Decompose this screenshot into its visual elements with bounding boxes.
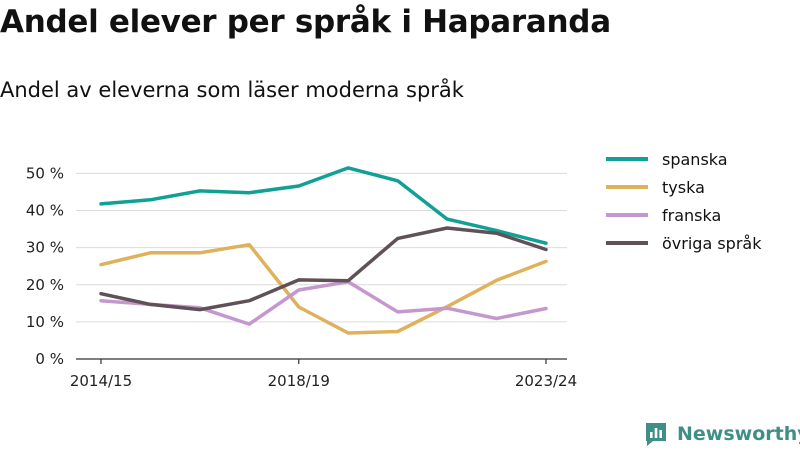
chart-subtitle: Andel av eleverna som läser moderna språ…: [0, 78, 464, 102]
y-tick-label: 30 %: [26, 239, 64, 257]
series-line-3: [99, 226, 548, 312]
x-tick-label: 2018/19: [268, 372, 330, 390]
y-tick-label: 50 %: [26, 164, 64, 182]
brand-name: Newsworthy: [677, 423, 800, 445]
y-tick-label: 10 %: [26, 313, 64, 331]
legend-label: franska: [662, 206, 721, 225]
y-tick-label: 20 %: [26, 276, 64, 294]
y-tick-label: 40 %: [26, 202, 64, 220]
newsworthy-logo-icon: [646, 423, 666, 446]
series-line-1: [99, 242, 548, 335]
legend-label: tyska: [662, 178, 705, 197]
x-tick-label: 2023/24: [515, 372, 577, 390]
x-tick-label: 2014/15: [70, 372, 132, 390]
legend-label: spanska: [662, 150, 728, 169]
legend-label: övriga språk: [662, 234, 762, 253]
series-line-0: [99, 166, 548, 245]
chart-title: Andel elever per språk i Haparanda: [0, 4, 611, 40]
brand-logo[interactable]: Newsworthy: [644, 420, 800, 448]
y-tick-label: 0 %: [35, 350, 64, 368]
